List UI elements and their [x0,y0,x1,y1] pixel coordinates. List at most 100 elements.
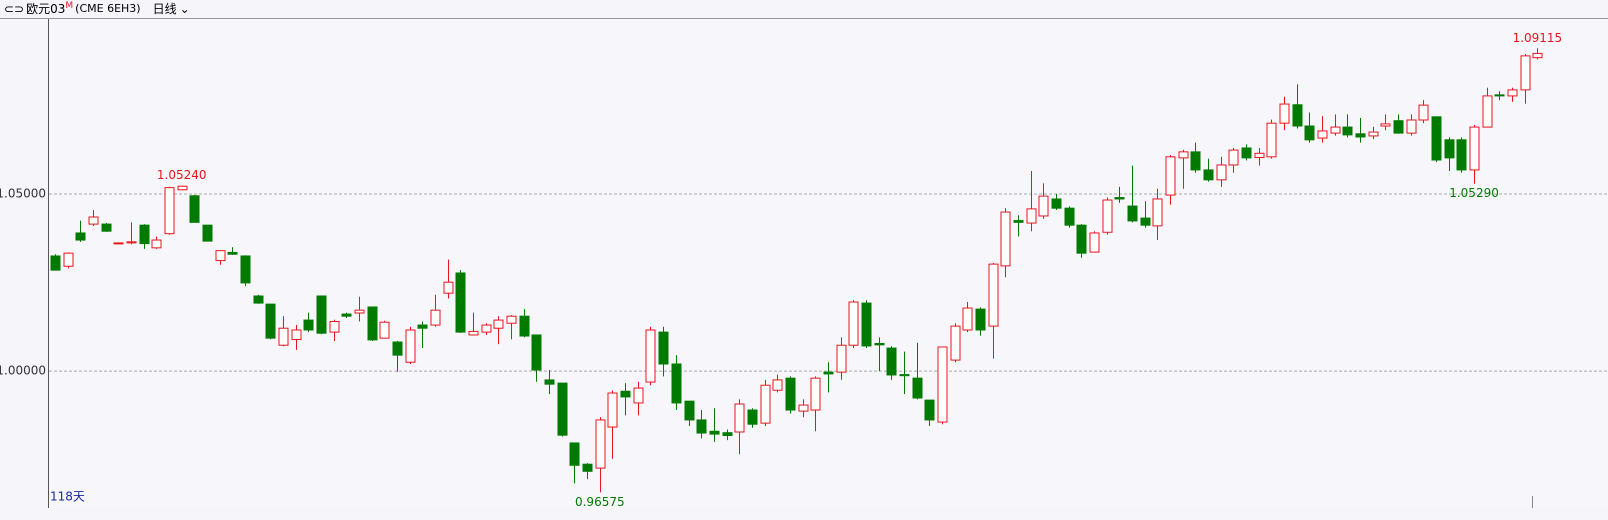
candle-body [379,321,390,339]
candle-body [1469,126,1480,171]
candle-body [215,250,226,262]
code: (CME 6EH3) [75,2,141,15]
candle-body [645,329,656,383]
candle-body [50,255,61,271]
candle-body [405,329,416,363]
extreme-label: 1.09115 [1513,31,1563,45]
candle-body [493,319,504,329]
candle-body [1114,197,1125,200]
candle-body [912,377,923,399]
candle-body [1393,120,1404,134]
candle-body [519,315,530,337]
candle-body [1494,94,1505,97]
candle-body [1228,149,1239,166]
candle-body [253,295,264,304]
candle-body [341,313,352,317]
candle-body [151,239,162,249]
candle-body [1304,125,1315,141]
candle-body [874,342,885,346]
candle-body [722,432,733,437]
candle-body [671,363,682,404]
candle-body [101,223,112,232]
candle-body [177,185,188,191]
candle-body [1026,208,1037,224]
candle-body [316,295,327,334]
candle-body [1444,139,1455,159]
candle-body [481,324,492,333]
candle-body [684,400,695,421]
candle-body [595,419,606,469]
candle-body [1266,122,1277,158]
candle-body [417,324,428,329]
candle-body [1102,199,1113,233]
candle-body [1418,104,1429,121]
candle-body [392,341,403,356]
y-tick-label: 1.05000 [0,187,46,201]
extreme-label: 1.05240 [157,168,207,182]
candle-body [443,281,454,294]
candle-body [1406,119,1417,134]
candle-body [557,382,568,436]
candle-body [63,252,74,267]
candle-body [1520,55,1531,91]
candle-body [1254,152,1265,159]
candle-body [329,320,340,333]
candle-body [810,377,821,411]
candle-body [1342,126,1353,136]
candle-body [189,195,200,223]
candle-body [1203,169,1214,181]
candle-body [658,331,669,365]
candle-body [772,379,783,391]
candle-body [354,309,365,314]
candle-body [265,303,276,339]
candle-body [1532,52,1543,59]
candle-body [164,187,175,235]
candle-body [1178,151,1189,159]
candle-body [75,232,86,241]
candle-body [88,216,99,225]
candle-body [531,334,542,371]
candle-body [760,384,771,424]
candle-body [1140,217,1151,226]
candle-body [1355,133,1366,138]
instrument: 欧元03 [26,2,66,16]
candle-body [861,302,872,347]
candle-body [1089,232,1100,253]
candle-body [988,263,999,327]
candle-body [139,224,150,245]
candle-body [899,374,910,377]
candle-body [1152,198,1163,227]
candle-body [836,344,847,373]
candle-body [1482,95,1493,128]
candle-body [1507,89,1518,97]
candle-body [607,392,618,428]
candle-body [430,309,441,326]
candle-body [886,347,897,376]
candle-body [1431,116,1442,161]
candle-body [924,399,935,421]
candle-body [848,301,859,346]
candle-body [582,463,593,472]
candle-body [291,329,302,341]
candle-body [709,430,720,435]
period[interactable]: 日线 [152,2,177,16]
candle-body [950,325,961,361]
candle-body [569,442,580,466]
candle-body [1051,198,1062,209]
candle-body [747,409,758,425]
candle-body [113,242,124,245]
period-chevron[interactable]: ⌄ [179,2,190,16]
marker: M [65,1,74,11]
candle-body [734,403,745,433]
candle-body [126,241,137,244]
candle-body [1456,139,1467,171]
candle-body [1292,104,1303,127]
candle-body [1330,126,1341,134]
icon: ⊂⊃ [4,2,25,16]
footer-label: 118天 [50,490,85,504]
header: ⊂⊃ 欧元03M (CME 6EH3) 日线 ⌄ [0,0,1608,18]
candle-body [1380,123,1391,127]
candle-body [1368,131,1379,137]
plot-area [48,18,1608,508]
candle-body [823,371,834,375]
